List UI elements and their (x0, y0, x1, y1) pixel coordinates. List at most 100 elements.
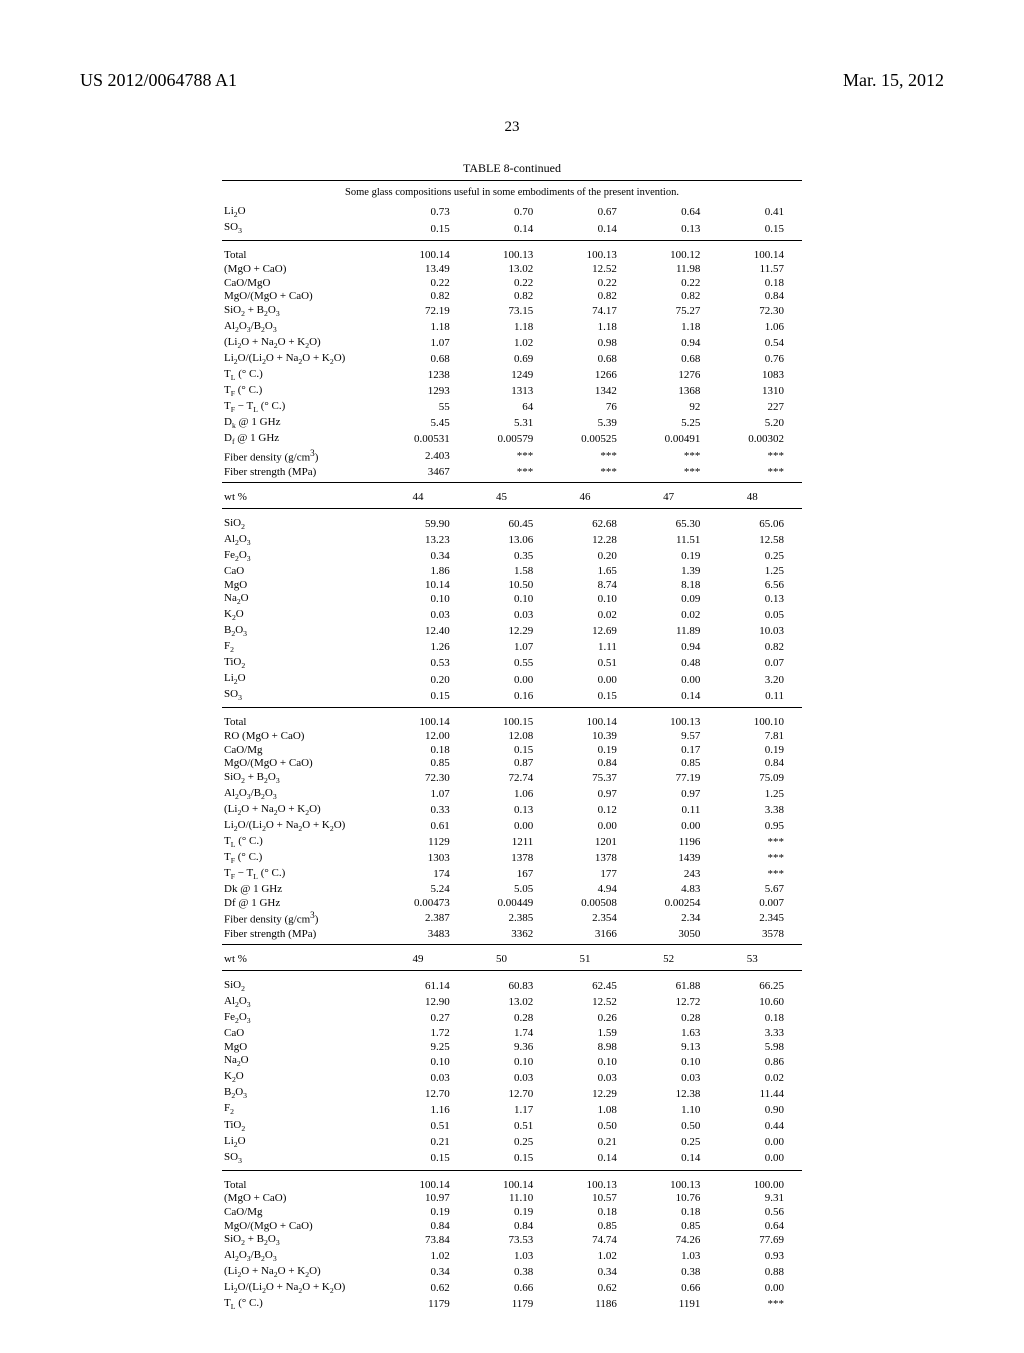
row-label: Df @ 1 GHz (222, 432, 384, 448)
row-value: 0.67 (551, 205, 635, 221)
row-value: 1238 (384, 368, 468, 384)
row-value: *** (468, 448, 552, 465)
row-value: 1.07 (384, 335, 468, 351)
row-value: 5.05 (468, 883, 552, 897)
row-label: (Li2O + Na2O + K2O) (222, 803, 384, 819)
row-label: Li2O/(Li2O + Na2O + K2O) (222, 352, 384, 368)
row-label: CaO (222, 1027, 384, 1041)
row-label: Li2O/(Li2O + Na2O + K2O) (222, 819, 384, 835)
row-value: 0.00 (551, 672, 635, 688)
row-value: 0.84 (384, 1219, 468, 1233)
row-value: 0.82 (551, 290, 635, 304)
row-value: 1249 (468, 368, 552, 384)
row-label: MgO (222, 578, 384, 592)
row-value: 0.53 (384, 656, 468, 672)
row-value: 0.03 (384, 1070, 468, 1086)
row-value: 1.39 (635, 564, 719, 578)
table-row: CaO/MgO0.220.220.220.220.18 (222, 276, 802, 290)
row-label: K2O (222, 608, 384, 624)
row-value: 0.00531 (384, 432, 468, 448)
row-label: Al2O3 (222, 532, 384, 548)
row-label: Dk @ 1 GHz (222, 416, 384, 432)
row-value: *** (551, 448, 635, 465)
row-value: 1.63 (635, 1027, 719, 1041)
row-value: 227 (718, 400, 802, 416)
row-value: 3362 (468, 927, 552, 945)
row-value: 12.08 (468, 730, 552, 744)
row-value: 10.03 (718, 624, 802, 640)
row-value: 0.15 (384, 221, 468, 241)
row-label: B2O3 (222, 624, 384, 640)
row-value: 100.00 (718, 1170, 802, 1192)
row-value: 9.31 (718, 1192, 802, 1206)
row-label: Fiber strength (MPa) (222, 927, 384, 945)
row-value: 10.76 (635, 1192, 719, 1206)
row-value: 0.16 (468, 688, 552, 708)
row-value: 75.27 (635, 303, 719, 319)
table-8-continued: TABLE 8-continued Some glass composition… (222, 162, 802, 1313)
row-label: CaO/Mg (222, 1205, 384, 1219)
row-value: *** (718, 465, 802, 483)
table-row: SO30.150.160.150.140.11 (222, 688, 802, 708)
row-label: Li2O/(Li2O + Na2O + K2O) (222, 1281, 384, 1297)
pub-date: Mar. 15, 2012 (843, 70, 944, 91)
row-label: TF − TL (° C.) (222, 400, 384, 416)
row-value: 13.02 (468, 263, 552, 277)
row-value: 0.94 (635, 640, 719, 656)
row-label: TF − TL (° C.) (222, 867, 384, 883)
table-row: (MgO + CaO)10.9711.1010.5710.769.31 (222, 1192, 802, 1206)
row-value: 72.30 (718, 303, 802, 319)
row-value: 66.25 (718, 971, 802, 995)
row-value: 1129 (384, 835, 468, 851)
row-value: 100.14 (718, 241, 802, 263)
row-value: 0.35 (468, 548, 552, 564)
row-value: 0.03 (384, 608, 468, 624)
row-value: 45 (468, 483, 552, 509)
row-value: 74.74 (551, 1233, 635, 1249)
row-value: 0.34 (551, 1265, 635, 1281)
row-value: 59.90 (384, 508, 468, 532)
row-value: 1.10 (635, 1102, 719, 1118)
table-row: SO30.150.150.140.140.00 (222, 1150, 802, 1170)
row-value: 73.15 (468, 303, 552, 319)
table-row: RO (MgO + CaO)12.0012.0810.399.577.81 (222, 730, 802, 744)
row-value: 61.14 (384, 971, 468, 995)
row-label: SiO2 (222, 971, 384, 995)
row-value: 0.33 (384, 803, 468, 819)
row-label: Al2O3/B2O3 (222, 786, 384, 802)
table-row: Li2O/(Li2O + Na2O + K2O)0.680.690.680.68… (222, 352, 802, 368)
row-value: 9.13 (635, 1040, 719, 1054)
row-value: 0.54 (718, 335, 802, 351)
table-row: (Li2O + Na2O + K2O)0.330.130.120.113.38 (222, 803, 802, 819)
row-value: 1.18 (635, 319, 719, 335)
table-row: Na2O0.100.100.100.100.86 (222, 1054, 802, 1070)
row-value: 1.11 (551, 640, 635, 656)
row-value: 12.52 (551, 995, 635, 1011)
row-label: MgO/(MgO + CaO) (222, 1219, 384, 1233)
row-value: 76 (551, 400, 635, 416)
row-value: 5.67 (718, 883, 802, 897)
row-value: 0.09 (635, 592, 719, 608)
row-value: 1211 (468, 835, 552, 851)
row-label: TF (° C.) (222, 384, 384, 400)
row-value: 12.29 (551, 1086, 635, 1102)
row-value: 100.15 (468, 708, 552, 730)
row-value: 2.34 (635, 910, 719, 927)
row-value: 61.88 (635, 971, 719, 995)
row-value: 1.03 (468, 1249, 552, 1265)
row-value: *** (718, 867, 802, 883)
row-value: 51 (551, 945, 635, 971)
row-label: MgO/(MgO + CaO) (222, 757, 384, 771)
row-value: 0.11 (635, 803, 719, 819)
row-value: 1.02 (384, 1249, 468, 1265)
row-value: 12.72 (635, 995, 719, 1011)
row-value: 11.44 (718, 1086, 802, 1102)
row-value: 3050 (635, 927, 719, 945)
row-value: 1196 (635, 835, 719, 851)
row-value: *** (635, 448, 719, 465)
table-row: CaO/Mg0.180.150.190.170.19 (222, 743, 802, 757)
table-row: SiO2 + B2O372.1973.1574.1775.2772.30 (222, 303, 802, 319)
row-value: 10.39 (551, 730, 635, 744)
row-value: 0.10 (384, 1054, 468, 1070)
row-value: 0.13 (468, 803, 552, 819)
